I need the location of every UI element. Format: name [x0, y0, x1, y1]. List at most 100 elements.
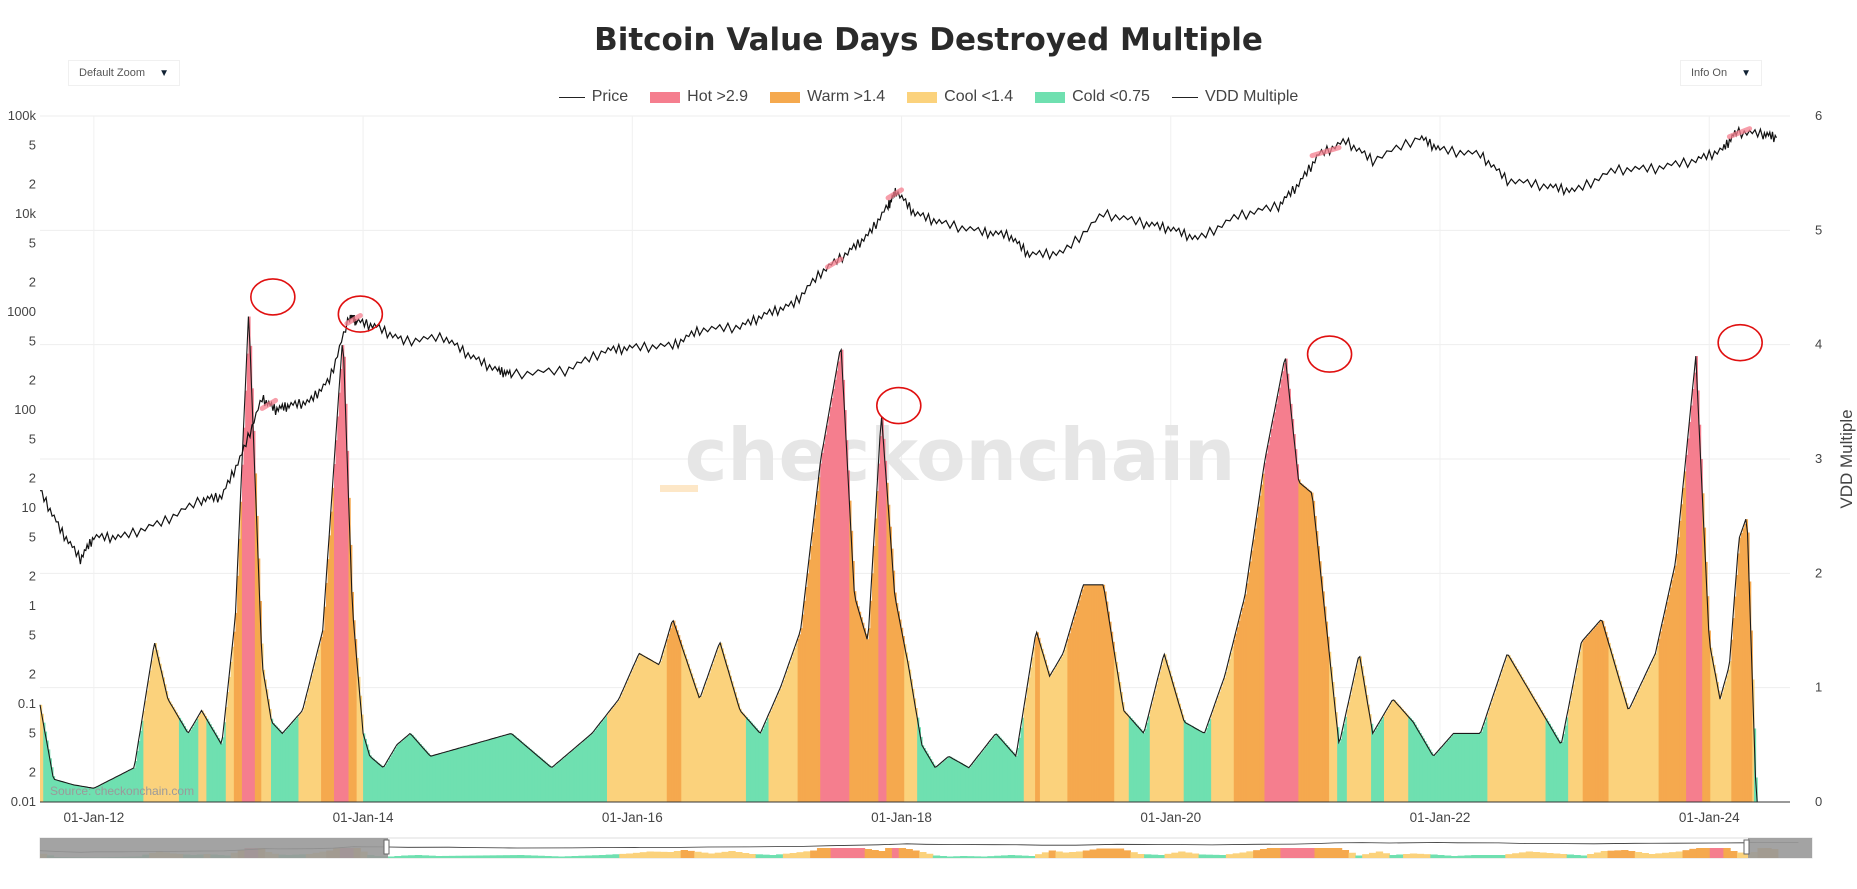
vdd-band	[1558, 740, 1561, 802]
vdd-band	[1548, 723, 1551, 802]
vdd-band	[1099, 584, 1102, 802]
vdd-band	[687, 663, 690, 802]
vdd-band	[1206, 728, 1209, 802]
vdd-band	[435, 754, 438, 802]
y-right-tick-label: 0	[1815, 794, 1822, 809]
vdd-band	[414, 738, 417, 802]
vdd-band	[136, 750, 140, 802]
y-right-tick-label: 2	[1815, 565, 1822, 580]
legend-item-hot[interactable]: Hot >2.9	[650, 88, 748, 106]
vdd-band	[70, 784, 73, 802]
navigator-band	[1287, 848, 1295, 858]
vdd-band	[1492, 698, 1495, 802]
navigator-handle-right[interactable]	[1743, 839, 1750, 855]
vdd-band	[271, 718, 274, 802]
navigator-band	[939, 856, 947, 858]
vdd-band	[1741, 532, 1744, 802]
vdd-band	[1616, 670, 1619, 802]
navigator-band	[973, 856, 982, 858]
vdd-band	[1718, 690, 1721, 802]
navigator-band	[1184, 852, 1193, 858]
range-navigator[interactable]	[39, 837, 1813, 859]
navigator-band	[1178, 851, 1186, 858]
vdd-band	[571, 750, 574, 802]
vdd-band	[729, 675, 732, 802]
vdd-band	[1387, 708, 1390, 802]
vdd-band	[1178, 703, 1182, 802]
vdd-band	[41, 713, 44, 802]
vdd-band	[1597, 623, 1600, 802]
vdd-band	[634, 663, 637, 802]
navigator-band	[551, 856, 559, 858]
navigator-band	[598, 855, 607, 858]
legend-item-cold[interactable]: Cold <0.75	[1035, 88, 1150, 106]
vdd-band	[1734, 596, 1737, 802]
navigator-band	[946, 856, 954, 858]
vdd-band	[1254, 528, 1257, 802]
legend-item-price[interactable]: Price	[558, 88, 628, 106]
vdd-band	[1550, 726, 1553, 802]
vdd-band	[1595, 625, 1598, 802]
vdd-band	[1534, 699, 1537, 802]
vdd-band	[993, 736, 996, 802]
vdd-band	[1606, 637, 1610, 802]
vdd-band	[316, 656, 319, 802]
navigator-band	[442, 855, 450, 858]
legend-item-warm[interactable]: Warm >1.4	[770, 88, 885, 106]
vdd-band	[631, 671, 634, 802]
vdd-band	[616, 701, 619, 802]
vdd-band	[1316, 531, 1319, 802]
vdd-band	[1661, 624, 1665, 802]
navigator-band	[455, 855, 464, 858]
vdd-band	[985, 747, 988, 802]
vdd-band	[918, 727, 921, 802]
vdd-band	[1346, 709, 1350, 802]
vdd-band	[534, 753, 537, 802]
legend-item-vdd[interactable]: VDD Multiple	[1171, 88, 1298, 106]
vdd-band	[1592, 629, 1595, 802]
zoom-dropdown[interactable]: Default Zoom ▼	[68, 60, 180, 86]
vdd-band	[1056, 665, 1059, 802]
vdd-band	[1164, 654, 1167, 802]
vdd-band	[1157, 677, 1161, 802]
vdd-band	[1490, 702, 1493, 802]
vdd-band	[1287, 373, 1290, 802]
vdd-band	[1461, 733, 1464, 802]
vdd-band	[820, 463, 823, 802]
x-tick-label: 01-Jan-14	[333, 810, 394, 825]
vdd-band	[1028, 677, 1031, 802]
navigator-band	[1000, 855, 1009, 858]
vdd-band	[535, 754, 539, 802]
vdd-band	[1093, 584, 1096, 802]
navigator-handle-left[interactable]	[383, 839, 390, 855]
vdd-band	[689, 668, 692, 802]
navigator-band	[1573, 855, 1581, 858]
vdd-band	[513, 735, 516, 802]
annotation-circle	[250, 278, 296, 316]
vdd-band	[387, 760, 390, 802]
navigator-band	[483, 855, 491, 858]
vdd-band	[552, 767, 555, 802]
navigator-band	[1505, 854, 1513, 858]
price-hot-highlight	[1309, 145, 1342, 159]
info-dropdown[interactable]: Info On ▼	[1680, 60, 1762, 86]
vdd-band	[1629, 708, 1632, 802]
vdd-band	[776, 696, 779, 802]
vdd-band	[405, 737, 408, 802]
vdd-band	[497, 737, 500, 802]
vdd-band	[666, 639, 669, 802]
vdd-band	[371, 757, 374, 802]
vdd-band	[122, 773, 125, 802]
vdd-band	[266, 689, 269, 802]
vdd-band	[873, 545, 876, 802]
legend-item-cool[interactable]: Cool <1.4	[907, 88, 1013, 106]
vdd-band	[912, 688, 915, 802]
vdd-band	[859, 611, 862, 802]
vdd-band	[1282, 371, 1285, 802]
y-left-tick-label: 100	[14, 402, 36, 417]
vdd-band	[1518, 671, 1521, 802]
vdd-band	[1611, 653, 1614, 802]
vdd-band	[1190, 725, 1193, 802]
x-tick-label: 01-Jan-18	[871, 810, 932, 825]
vdd-band	[107, 781, 111, 802]
